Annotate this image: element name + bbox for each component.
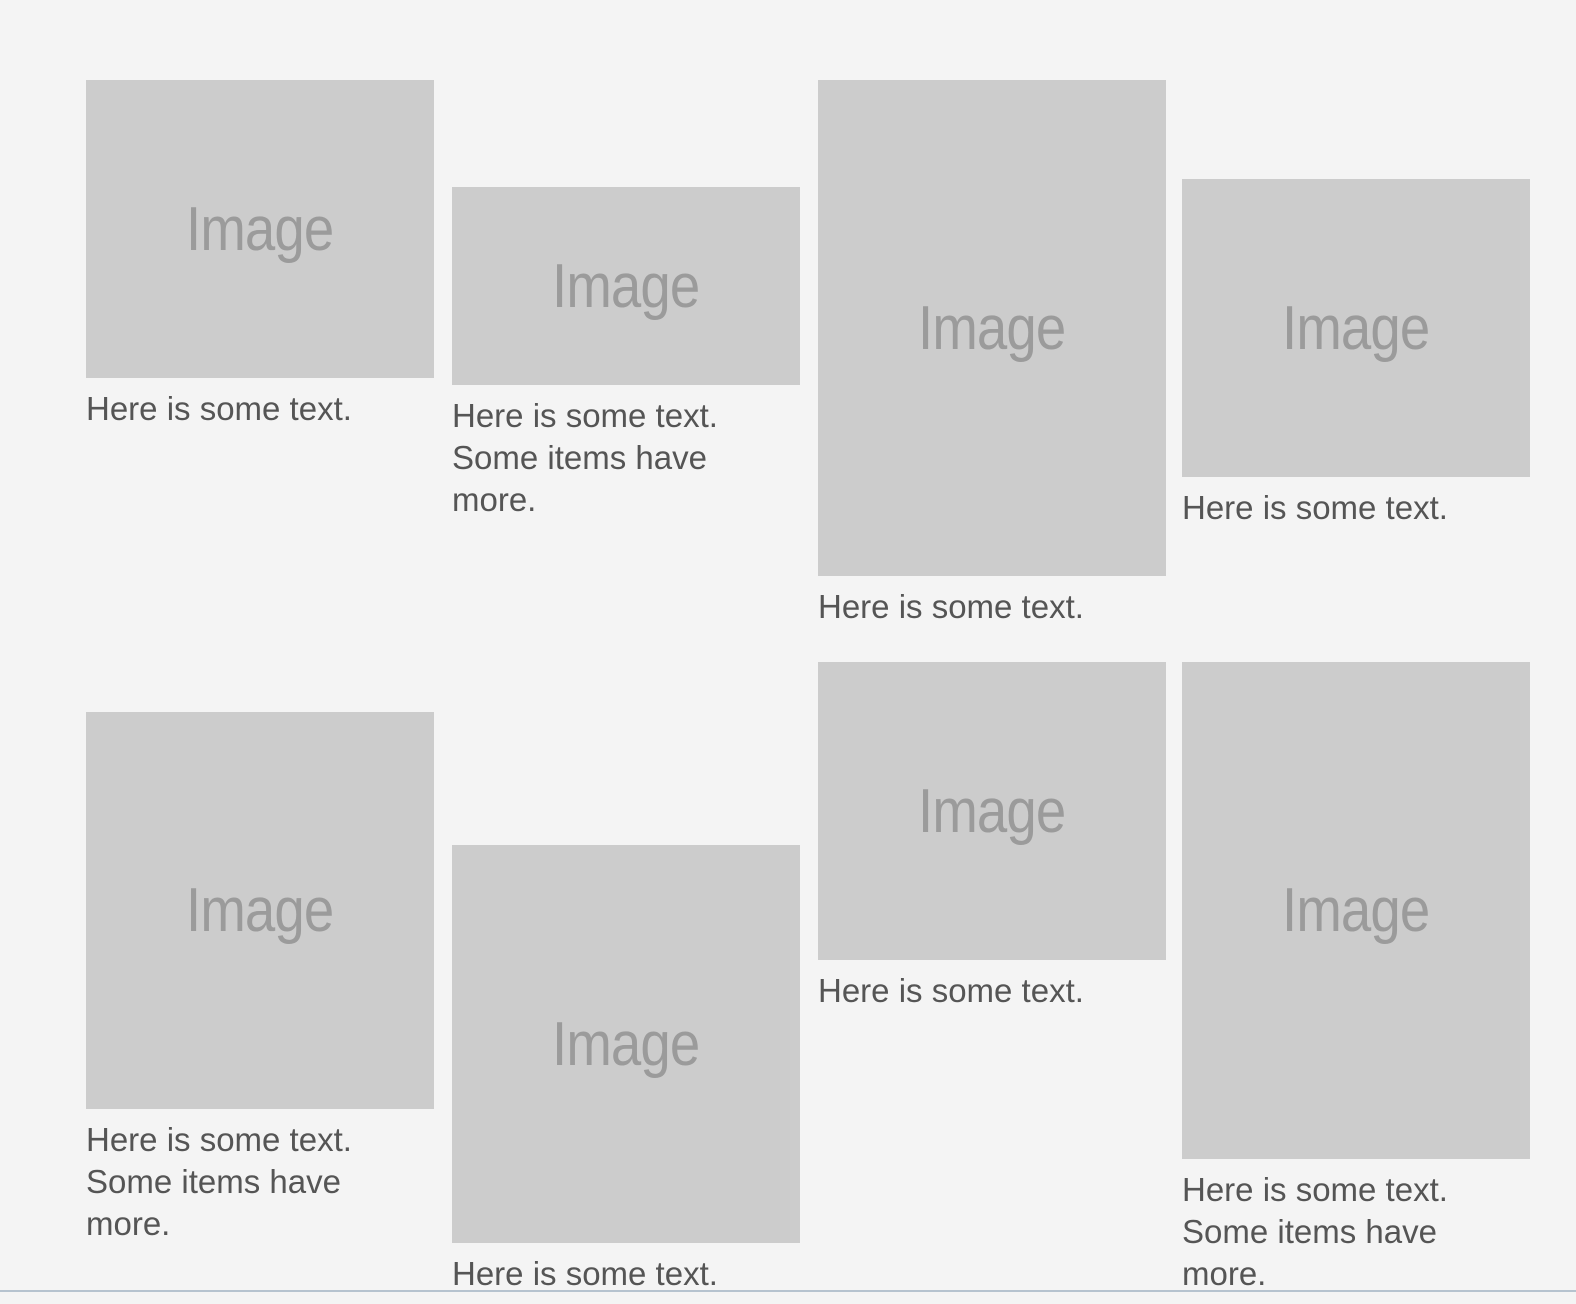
- image-placeholder-label: Image: [1282, 876, 1430, 945]
- item-caption: Here is some text. Some items have more.: [86, 1121, 352, 1242]
- item-caption: Here is some text. Some items have more.: [452, 397, 718, 518]
- grid-item: Image Here is some text. Some items have…: [1182, 662, 1530, 1295]
- image-placeholder-label: Image: [552, 251, 700, 321]
- grid-item: Image Here is some text. Some items have…: [86, 712, 434, 1245]
- image-placeholder: Image: [818, 80, 1166, 576]
- window-bottom-edge: [0, 1290, 1576, 1292]
- image-placeholder: Image: [1182, 179, 1530, 477]
- image-placeholder-label: Image: [186, 194, 334, 264]
- grid-item: Image Here is some text.: [452, 845, 800, 1295]
- image-placeholder: Image: [452, 187, 800, 385]
- image-placeholder-label: Image: [918, 776, 1066, 846]
- image-placeholder-label: Image: [186, 876, 334, 945]
- image-placeholder: Image: [1182, 662, 1530, 1159]
- image-placeholder-label: Image: [1282, 293, 1430, 363]
- image-placeholder: Image: [86, 712, 434, 1109]
- image-placeholder: Image: [86, 80, 434, 378]
- grid-item: Image Here is some text. Some items have…: [452, 187, 800, 521]
- image-placeholder-label: Image: [552, 1009, 700, 1079]
- image-placeholder-label: Image: [918, 293, 1066, 363]
- item-caption: Here is some text.: [86, 390, 352, 427]
- image-placeholder: Image: [818, 662, 1166, 960]
- item-caption: Here is some text.: [818, 972, 1084, 1009]
- item-caption: Here is some text.: [818, 588, 1084, 625]
- item-caption: Here is some text.: [1182, 489, 1448, 526]
- grid-item: Image Here is some text.: [818, 662, 1166, 1012]
- grid-item: Image Here is some text.: [86, 80, 434, 430]
- grid-item: Image Here is some text.: [818, 80, 1166, 628]
- grid-item: Image Here is some text.: [1182, 179, 1530, 529]
- item-caption: Here is some text.: [452, 1255, 718, 1292]
- item-caption: Here is some text. Some items have more.: [1182, 1171, 1448, 1292]
- image-placeholder: Image: [452, 845, 800, 1243]
